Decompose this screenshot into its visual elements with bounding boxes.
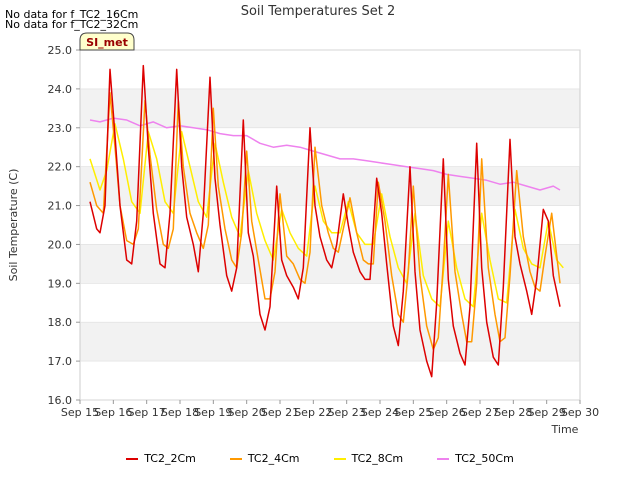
si-met-badge: SI_met: [79, 32, 135, 51]
x-tick-label: Sep 29: [528, 406, 566, 419]
grid-band: [80, 166, 580, 206]
series-line-TC2_50Cm: [89, 117, 561, 191]
y-tick-label: 21.0: [48, 200, 73, 213]
legend-swatch: [437, 457, 450, 460]
grid-band: [80, 50, 580, 89]
y-tick-label: 20.0: [48, 238, 73, 251]
x-tick-label: Sep 15: [61, 406, 99, 419]
legend-swatch: [126, 457, 139, 460]
x-tick-label: Sep 24: [361, 406, 399, 419]
x-axis-label: Time: [551, 423, 579, 436]
chart-legend: TC2_2Cm TC2_4Cm TC2_8Cm TC2_50Cm: [0, 452, 640, 465]
legend-label: TC2_50Cm: [455, 452, 514, 465]
y-tick-label: 18.0: [48, 316, 73, 329]
y-tick-label: 16.0: [48, 394, 73, 407]
grid-band: [80, 127, 580, 167]
legend-item-TC2_50Cm: TC2_50Cm: [437, 452, 514, 465]
series-line-TC2_2Cm: [89, 64, 561, 378]
x-tick-label: Sep 18: [161, 406, 199, 419]
y-axis-label: Soil Temperature (C): [7, 169, 20, 282]
x-tick-label: Sep 22: [294, 406, 332, 419]
y-tick-label: 19.0: [48, 277, 73, 290]
y-tick-label: 23.0: [48, 122, 73, 135]
y-tick-label: 17.0: [48, 355, 73, 368]
no-data-note-1: No data for f_TC2_16Cm: [5, 8, 139, 21]
y-tick-label: 22.0: [48, 161, 73, 174]
legend-item-TC2_2Cm: TC2_2Cm: [126, 452, 196, 465]
x-tick-label: Sep 25: [394, 406, 432, 419]
grid-band: [80, 322, 580, 362]
si-met-label: SI_met: [86, 36, 128, 49]
chart-title: Soil Temperatures Set 2: [241, 4, 396, 19]
x-tick-label: Sep 20: [228, 406, 266, 419]
legend-label: TC2_4Cm: [247, 452, 300, 465]
legend-item-TC2_4Cm: TC2_4Cm: [229, 452, 300, 465]
x-tick-label: Sep 19: [194, 406, 232, 419]
x-tick-label: Sep 16: [94, 406, 132, 419]
legend-label: TC2_8Cm: [351, 452, 404, 465]
legend-swatch: [229, 457, 242, 460]
legend-item-TC2_8Cm: TC2_8Cm: [333, 452, 404, 465]
x-tick-label: Sep 17: [128, 406, 166, 419]
x-tick-label: Sep 30: [561, 406, 599, 419]
x-tick-label: Sep 26: [428, 406, 466, 419]
x-tick-label: Sep 21: [261, 406, 299, 419]
legend-swatch: [333, 457, 346, 460]
y-tick-label: 25.0: [48, 44, 73, 57]
y-tick-label: 24.0: [48, 83, 73, 96]
x-tick-label: Sep 23: [328, 406, 366, 419]
x-tick-label: Sep 28: [494, 406, 532, 419]
x-tick-label: Sep 27: [461, 406, 499, 419]
no-data-note-2: No data for f_TC2_32Cm: [5, 18, 139, 31]
legend-label: TC2_2Cm: [144, 452, 196, 465]
grid-band: [80, 88, 580, 128]
grid-band: [80, 361, 580, 400]
